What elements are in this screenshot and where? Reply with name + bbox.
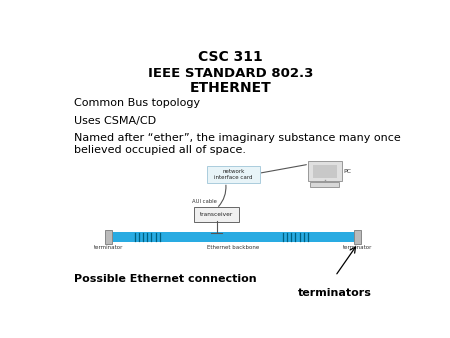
FancyBboxPatch shape: [308, 161, 342, 181]
Text: terminator: terminator: [343, 245, 373, 250]
FancyBboxPatch shape: [310, 182, 339, 187]
Text: Named after “ether”, the imaginary substance many once
believed occupied all of : Named after “ether”, the imaginary subst…: [74, 133, 400, 154]
Text: ETHERNET: ETHERNET: [190, 81, 271, 95]
Text: transceiver: transceiver: [200, 213, 233, 217]
FancyBboxPatch shape: [194, 208, 239, 222]
Text: Common Bus topology: Common Bus topology: [74, 98, 200, 108]
FancyBboxPatch shape: [313, 165, 337, 178]
Text: CSC 311: CSC 311: [198, 50, 263, 64]
FancyBboxPatch shape: [207, 166, 260, 184]
Text: terminator: terminator: [94, 245, 123, 250]
Text: IEEE STANDARD 802.3: IEEE STANDARD 802.3: [148, 67, 313, 79]
FancyBboxPatch shape: [105, 230, 112, 244]
FancyBboxPatch shape: [105, 232, 361, 242]
FancyBboxPatch shape: [355, 230, 361, 244]
Text: PC: PC: [343, 169, 351, 174]
Text: AUI cable: AUI cable: [192, 199, 217, 204]
Text: Possible Ethernet connection: Possible Ethernet connection: [74, 274, 256, 285]
Text: Ethernet backbone: Ethernet backbone: [207, 245, 259, 250]
Text: network
interface card: network interface card: [214, 169, 252, 180]
Text: terminators: terminators: [298, 288, 372, 298]
Text: Uses CSMA/CD: Uses CSMA/CD: [74, 116, 156, 125]
